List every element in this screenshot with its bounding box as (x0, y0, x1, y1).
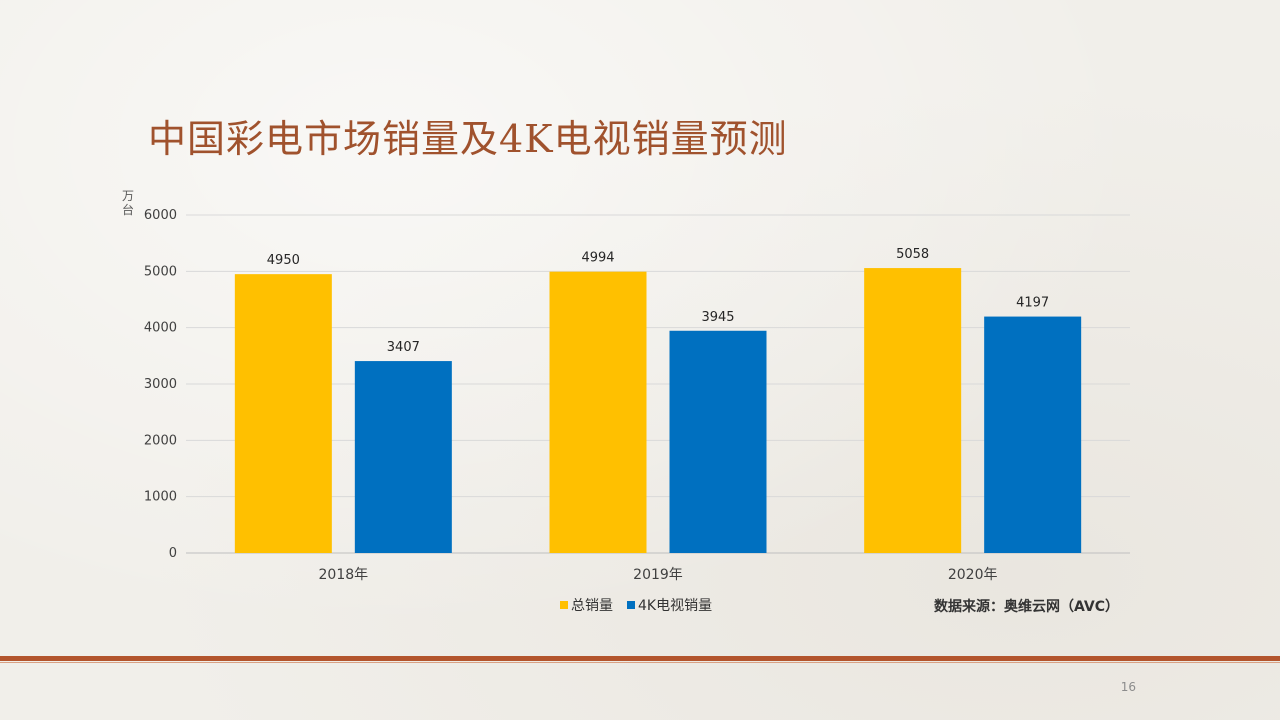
y-tick-label: 4000 (144, 321, 177, 336)
x-tick-label: 2020年 (948, 567, 998, 583)
x-tick-label: 2019年 (633, 567, 683, 583)
chart-legend: 总销量 4K电视销量 (560, 595, 726, 615)
data-label: 5058 (896, 247, 929, 262)
x-tick-label: 2018年 (319, 567, 369, 583)
y-tick-label: 2000 (144, 433, 177, 448)
footer-divider (0, 656, 1280, 661)
bar-4k-2 (669, 330, 767, 553)
legend-swatch-4k (627, 601, 635, 609)
legend-swatch-total (560, 601, 568, 609)
data-source-note: 数据来源：奥维云网（AVC） (934, 599, 1119, 615)
data-label: 4994 (581, 251, 614, 266)
y-tick-label: 0 (169, 546, 177, 561)
legend-label-total: 总销量 (571, 598, 613, 614)
bar-total-2 (549, 271, 647, 553)
y-tick-label: 6000 (144, 208, 177, 223)
data-label: 3407 (387, 340, 420, 355)
y-tick-label: 5000 (144, 264, 177, 279)
y-axis-unit-label: 万台 (121, 189, 134, 217)
bar-total-3 (864, 268, 962, 553)
legend-item-total: 总销量 (560, 595, 613, 615)
legend-label-4k: 4K电视销量 (638, 598, 713, 614)
footer-divider-thin (0, 662, 1280, 663)
y-tick-label: 1000 (144, 490, 177, 505)
data-label: 3945 (701, 310, 734, 325)
data-label: 4197 (1016, 296, 1049, 311)
page-number: 16 (1120, 680, 1136, 694)
bar-total-1 (234, 274, 332, 553)
bar-4k-1 (354, 361, 452, 553)
bar-4k-3 (984, 316, 1082, 553)
slide-title: 中国彩电市场销量及4K电视销量预测 (148, 117, 788, 161)
legend-item-4k: 4K电视销量 (627, 595, 712, 615)
y-tick-label: 3000 (144, 377, 177, 392)
data-label: 4950 (267, 253, 300, 268)
